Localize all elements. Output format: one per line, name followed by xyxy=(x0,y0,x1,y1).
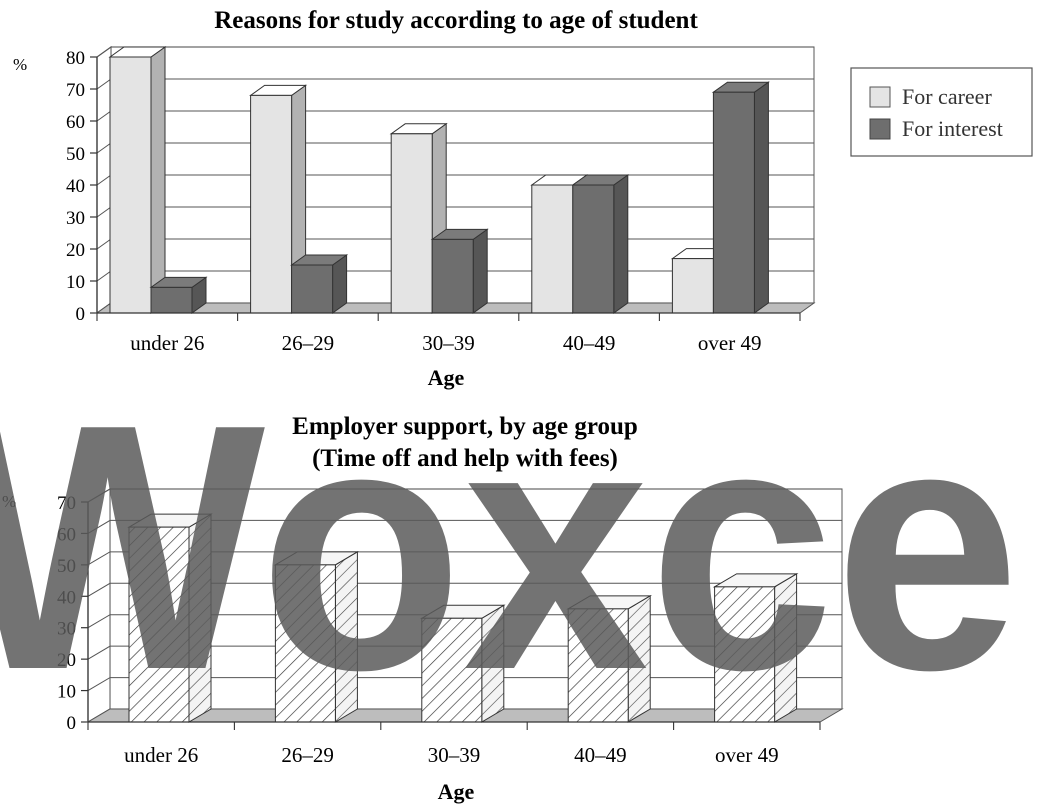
chart2-y-ticks: 0 10 20 30 40 50 60 70 xyxy=(57,493,89,734)
x-tick-label: 26–29 xyxy=(282,331,335,355)
y-tick-label: 0 xyxy=(76,304,86,325)
chart1-legend: For career For interest xyxy=(850,67,1033,157)
bar-side xyxy=(472,228,488,314)
y-tick-label: 40 xyxy=(66,176,85,197)
y-tick-label: 30 xyxy=(57,619,76,640)
y-tick-label: 80 xyxy=(66,48,85,69)
y-tick-label: 20 xyxy=(57,650,76,671)
legend-swatch-for-career xyxy=(869,86,891,108)
x-tick-label: 26–29 xyxy=(281,743,334,767)
chart1-y-ticks: 0 10 20 30 40 50 60 70 80 xyxy=(66,48,98,325)
y-tick-label: 30 xyxy=(66,208,85,229)
x-tick-label: over 49 xyxy=(715,743,779,767)
bar-series-0 xyxy=(127,513,213,723)
bar-front xyxy=(531,184,574,314)
bar-front xyxy=(712,91,755,314)
bar-front xyxy=(150,286,193,314)
bar-side xyxy=(753,81,769,314)
legend-label-for-interest: For interest xyxy=(902,116,1003,141)
x-tick-label: under 26 xyxy=(130,331,204,355)
bar-front xyxy=(572,184,615,314)
chart2-x-ticks: under 26 26–29 30–39 40–49 over 49 xyxy=(87,721,821,767)
x-tick-label: 40–49 xyxy=(563,331,616,355)
legend-swatch-for-interest xyxy=(869,118,891,140)
y-tick-label: 70 xyxy=(57,493,76,514)
bar-front xyxy=(421,617,483,723)
chart2-bars xyxy=(86,513,844,723)
y-tick-label: 40 xyxy=(57,587,76,608)
x-tick-label: 40–49 xyxy=(574,743,627,767)
y-tick-label: 10 xyxy=(66,272,85,293)
chart2-x-axis-label: Age xyxy=(438,779,475,804)
x-tick-label: 30–39 xyxy=(428,743,481,767)
bar-front xyxy=(714,586,776,723)
y-tick-label: 60 xyxy=(57,524,76,545)
bar-series-4 xyxy=(712,572,799,723)
chart1-bars xyxy=(95,46,816,314)
chart1-y-unit: % xyxy=(13,55,27,74)
y-tick-label: 60 xyxy=(66,112,85,133)
bar-front xyxy=(567,608,629,723)
gridline xyxy=(96,46,814,58)
x-tick-label: 30–39 xyxy=(422,331,475,355)
chart1-x-ticks: under 26 26–29 30–39 40–49 over 49 xyxy=(96,312,801,355)
bar-front xyxy=(671,258,714,314)
chart1-title: Reasons for study according to age of st… xyxy=(214,7,698,34)
chart1-x-axis-label: Age xyxy=(428,365,465,390)
bar-for-career-1 xyxy=(249,84,308,314)
chart2-title: Employer support, by age group xyxy=(292,413,638,440)
bar-series-1 xyxy=(273,550,360,723)
bar-for-interest-2 xyxy=(430,228,489,314)
bar-front xyxy=(291,264,334,314)
gridline xyxy=(87,551,842,566)
gridline xyxy=(87,582,842,597)
bar-series-3 xyxy=(566,594,653,723)
bar-front xyxy=(128,526,190,723)
bar-for-career-0 xyxy=(108,46,167,314)
y-tick-label: 20 xyxy=(66,240,85,261)
gridline xyxy=(87,519,842,534)
bar-for-interest-4 xyxy=(711,81,770,314)
bar-front xyxy=(390,133,433,314)
bar-front xyxy=(109,56,152,314)
bar-for-interest-1 xyxy=(290,254,349,314)
chart2-subtitle: (Time off and help with fees) xyxy=(312,445,618,472)
reasons-for-study-chart: Reasons for study according to age of st… xyxy=(13,7,1033,390)
bar-for-interest-0 xyxy=(149,276,208,314)
x-tick-label: over 49 xyxy=(698,331,762,355)
y-tick-label: 0 xyxy=(67,713,77,734)
gridline xyxy=(87,488,842,503)
bar-side xyxy=(150,46,166,314)
bar-front xyxy=(250,94,293,314)
bar-front xyxy=(274,564,336,723)
chart2-y-unit: % xyxy=(2,492,16,511)
legend-box xyxy=(850,67,1033,157)
bar-front xyxy=(431,238,474,314)
y-tick-label: 50 xyxy=(66,144,85,165)
watermark: Woxce xyxy=(0,352,1020,743)
y-tick-label: 50 xyxy=(57,556,76,577)
bar-for-interest-3 xyxy=(571,174,630,314)
y-tick-label: 70 xyxy=(66,80,85,101)
bar-series-2 xyxy=(419,604,506,723)
legend-label-for-career: For career xyxy=(902,84,992,109)
employer-support-chart: Employer support, by age group (Time off… xyxy=(2,413,844,804)
bar-side xyxy=(613,174,629,314)
y-tick-label: 10 xyxy=(57,682,76,703)
x-tick-label: under 26 xyxy=(124,743,198,767)
